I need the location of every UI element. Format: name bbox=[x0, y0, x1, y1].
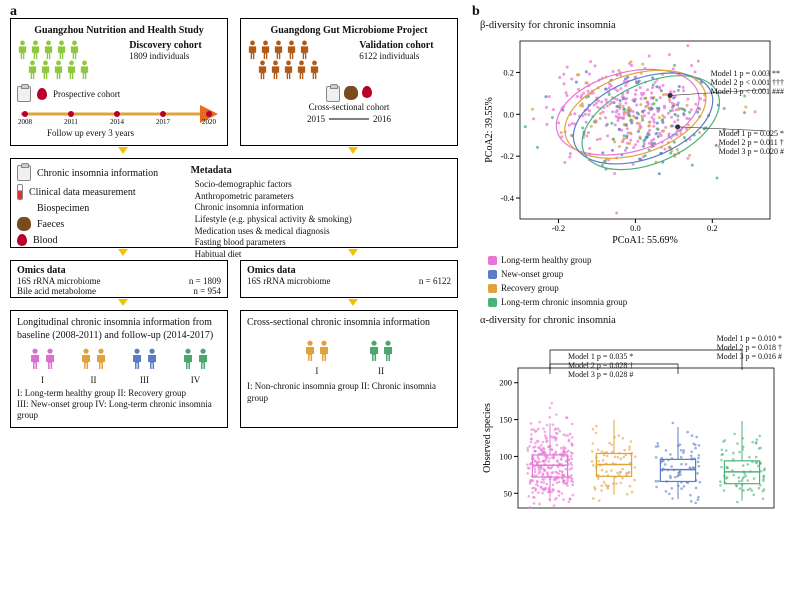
test-tube-icon bbox=[17, 184, 23, 200]
validation-cohort-label: Validation cohort bbox=[359, 40, 451, 51]
cross-title: Cross-sectional chronic insomnia informa… bbox=[247, 317, 451, 330]
val-year-left: 2015 bbox=[307, 114, 325, 124]
discovery-box: Guangzhou Nutrition and Health Study bbox=[10, 18, 228, 146]
boxplot: 50 100 150 200 Observed species Model 1 p = … bbox=[478, 328, 788, 528]
cross-group-icons: I II bbox=[247, 340, 451, 378]
panel-b: b β-diversity for chronic insomnia -0.2 0… bbox=[470, 0, 799, 590]
discovery-cohort-label: Discovery cohort bbox=[129, 40, 221, 51]
svg-text:2008: 2008 bbox=[18, 118, 33, 126]
panel-b-label: b bbox=[472, 4, 793, 20]
arrow-down-icon bbox=[348, 299, 358, 306]
svg-text:PCoA2: 39.55%: PCoA2: 39.55% bbox=[484, 97, 495, 163]
longitudinal-legend: I: Long-term healthy group II: Recovery … bbox=[17, 388, 221, 422]
arrow-down-icon bbox=[118, 249, 128, 256]
blood-drop-icon bbox=[17, 234, 27, 246]
svg-text:2020: 2020 bbox=[202, 118, 217, 126]
val-year-right: 2016 bbox=[373, 114, 391, 124]
arrow-down-icon bbox=[118, 147, 128, 154]
panel-a: a Guangzhou Nutrition and Health Study bbox=[0, 0, 470, 590]
svg-text:0.0: 0.0 bbox=[503, 109, 514, 119]
meta-left-4: Blood bbox=[33, 235, 57, 246]
omics-left-title: Omics data bbox=[17, 265, 221, 276]
scatter-title: β-diversity for chronic insomnia bbox=[480, 20, 793, 31]
svg-text:PCoA1: 55.69%: PCoA1: 55.69% bbox=[612, 235, 678, 246]
metadata-box: Chronic insomnia information Clinical da… bbox=[10, 158, 458, 248]
faeces-icon bbox=[17, 217, 31, 231]
omics-right-box: Omics data 16S rRNA microbiomen = 6122 bbox=[240, 260, 458, 298]
panel-b-legend: Long-term healthy groupNew-onset groupRe… bbox=[488, 255, 793, 307]
arrow-down-icon bbox=[348, 249, 358, 256]
discovery-n: 1809 individuals bbox=[129, 51, 221, 61]
longitudinal-box: Longitudinal chronic insomnia informatio… bbox=[10, 310, 228, 428]
longitudinal-title: Longitudinal chronic insomnia informatio… bbox=[17, 317, 221, 342]
scatter-annot-1: Model 1 p = 0.003 **Model 2 p < 0.001 ††… bbox=[711, 69, 784, 97]
follow-up-text: Follow up every 3 years bbox=[47, 128, 221, 138]
svg-text:200: 200 bbox=[499, 378, 512, 388]
blood-drop-icon bbox=[362, 86, 372, 98]
validation-box: Guangdong Gut Microbiome Project Va bbox=[240, 18, 458, 146]
meta-left-3: Faeces bbox=[37, 219, 64, 230]
validation-people-icons bbox=[247, 40, 359, 80]
omics-left-rows: 16S rRNA microbiomen = 1809Bile acid met… bbox=[17, 276, 221, 296]
clipboard-icon bbox=[17, 165, 31, 181]
validation-title: Guangdong Gut Microbiome Project bbox=[247, 25, 451, 36]
metadata-title: Metadata bbox=[191, 165, 451, 176]
svg-text:-0.4: -0.4 bbox=[501, 193, 515, 203]
svg-text:2017: 2017 bbox=[156, 118, 171, 126]
svg-text:0.2: 0.2 bbox=[503, 67, 514, 77]
omics-left-box: Omics data 16S rRNA microbiomen = 1809Bi… bbox=[10, 260, 228, 298]
meta-left-0: Chronic insomnia information bbox=[37, 168, 158, 179]
validation-n: 6122 individuals bbox=[359, 51, 451, 61]
cross-legend: I: Non-chronic insomnia group II: Chroni… bbox=[247, 381, 451, 404]
clipboard-icon bbox=[326, 86, 340, 102]
meta-left-1: Clinical data measurement bbox=[29, 187, 136, 198]
omics-right-rows: 16S rRNA microbiomen = 6122 bbox=[247, 276, 451, 286]
prospective-label: Prospective cohort bbox=[53, 89, 120, 99]
svg-text:2011: 2011 bbox=[64, 118, 78, 126]
arrow-down-icon bbox=[348, 147, 358, 154]
discovery-title: Guangzhou Nutrition and Health Study bbox=[17, 25, 221, 36]
svg-text:2014: 2014 bbox=[110, 118, 125, 126]
arrow-down-icon bbox=[118, 299, 128, 306]
blood-drop-icon bbox=[37, 88, 47, 100]
svg-text:Observed species: Observed species bbox=[482, 403, 493, 473]
svg-text:150: 150 bbox=[499, 415, 512, 425]
cross-sectional-label: Cross-sectional cohort bbox=[247, 102, 451, 112]
svg-text:100: 100 bbox=[499, 451, 512, 461]
omics-right-title: Omics data bbox=[247, 265, 451, 276]
boxplot-title: α-diversity for chronic insomnia bbox=[480, 315, 793, 326]
svg-text:-0.2: -0.2 bbox=[501, 151, 514, 161]
scatter-plot: -0.2 0.0 0.2 -0.4 -0.2 0.0 0.2 PCoA1: 55.69% PCo… bbox=[478, 33, 788, 251]
svg-text:-0.2: -0.2 bbox=[552, 223, 565, 233]
boxplot-annot-left: Model 1 p = 0.035 *Model 2 p = 0.028 †Mo… bbox=[568, 352, 633, 380]
svg-text:0.0: 0.0 bbox=[630, 223, 641, 233]
svg-text:50: 50 bbox=[504, 488, 513, 498]
cross-sectional-box: Cross-sectional chronic insomnia informa… bbox=[240, 310, 458, 428]
boxplot-annot-right: Model 1 p = 0.010 *Model 2 p = 0.018 †Mo… bbox=[717, 334, 782, 362]
discovery-people-icons bbox=[17, 40, 129, 80]
meta-left-2: Biospecimen bbox=[37, 203, 89, 214]
metadata-list: Socio-demographic factorsAnthropometric … bbox=[195, 179, 451, 273]
longitudinal-group-icons: I II III IV bbox=[17, 348, 221, 386]
scatter-annot-2: Model 1 p = 0.025 *Model 2 p = 0.011 †Mo… bbox=[719, 129, 784, 157]
faeces-icon bbox=[344, 86, 358, 100]
clipboard-icon bbox=[17, 86, 31, 102]
svg-text:0.2: 0.2 bbox=[707, 223, 718, 233]
timeline-arrow: 2008 2011 2014 2017 2020 bbox=[17, 102, 223, 126]
